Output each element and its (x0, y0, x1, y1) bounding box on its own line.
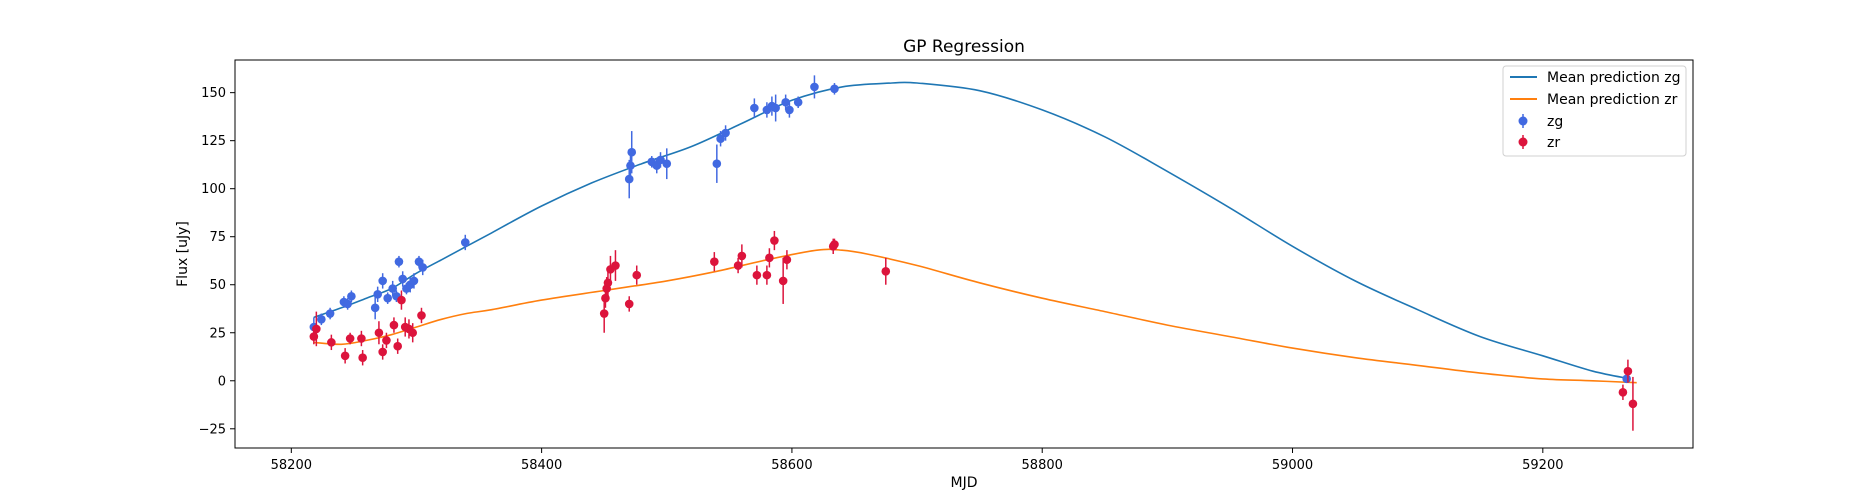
zg-point (627, 147, 637, 157)
zg-point (781, 97, 790, 107)
zg-point (460, 238, 470, 247)
plot-frame (234, 59, 1694, 449)
zr-point (782, 255, 792, 265)
x-tick-label: 58200 (271, 458, 312, 473)
y-axis: −25 0 25 50 75 100 125 150 (199, 86, 235, 437)
zg-point (716, 134, 725, 144)
zr-point (770, 236, 779, 245)
zr-point (408, 328, 418, 338)
zg-point (830, 84, 839, 94)
zg-point (383, 293, 392, 303)
zr-point (345, 334, 355, 343)
zr-point (632, 270, 642, 280)
chart-title: GP Regression (903, 37, 1025, 57)
y-tick-label: 75 (209, 230, 226, 245)
zg-point (347, 291, 356, 301)
y-tick-label: 50 (209, 278, 226, 293)
zg-point (656, 155, 665, 165)
legend-swatch-zr-marker (1518, 137, 1528, 147)
x-tick-label: 59000 (1272, 458, 1313, 473)
zg-point (624, 174, 634, 184)
mean-prediction-zr-line (313, 248, 1637, 384)
x-tick-label: 58800 (1022, 458, 1063, 473)
zg-point (378, 276, 387, 286)
zr-point (378, 347, 387, 357)
zg-point (317, 315, 326, 324)
zg-point (373, 290, 382, 299)
x-tick-label: 59200 (1522, 458, 1563, 473)
legend-label-zg-line: Mean prediction zg (1547, 70, 1681, 86)
y-axis-label: Flux [uJy] (175, 221, 191, 287)
legend-label-zr-line: Mean prediction zr (1547, 92, 1678, 108)
zg-point (750, 103, 759, 113)
y-tick-label: 25 (209, 326, 226, 341)
zg-point (325, 309, 335, 318)
zr-point (393, 341, 402, 351)
y-tick-label: 150 (201, 86, 226, 101)
legend-swatch-zg-marker (1518, 116, 1528, 126)
y-tick-label: 0 (218, 374, 226, 389)
zg-point (721, 128, 730, 138)
zg-point (662, 159, 672, 169)
zr-point (752, 270, 762, 280)
legend: Mean prediction zg Mean prediction zr zg… (1502, 65, 1687, 157)
zg-point (398, 274, 408, 284)
x-axis: 58200 58400 58600 58800 59000 59200 (271, 448, 1563, 473)
zg-point (418, 263, 428, 272)
y-tick-label: 125 (201, 134, 226, 149)
zr-point (382, 336, 391, 345)
zr-point (624, 299, 634, 309)
zr-point (599, 309, 609, 318)
y-tick-label: −25 (199, 422, 226, 437)
zr-point (358, 353, 367, 363)
zg-point (626, 161, 635, 170)
zr-point (611, 261, 620, 270)
zr-point (762, 270, 772, 280)
zr-point (397, 295, 406, 305)
zr-point (830, 240, 839, 249)
zg-point (771, 103, 780, 113)
zr-point (765, 253, 774, 263)
zr-point (881, 266, 891, 276)
zr-point (1623, 366, 1633, 376)
zr-point (389, 320, 399, 330)
legend-label-zg: zg (1547, 114, 1563, 130)
zg-point (1622, 374, 1631, 384)
series-layer (309, 75, 1638, 431)
zr-point (1628, 399, 1638, 409)
zg-point (394, 257, 404, 266)
zr-point (312, 324, 321, 334)
legend-box (1502, 65, 1687, 157)
zg-point (370, 303, 380, 313)
zr-point (737, 251, 747, 261)
zr-point (340, 351, 350, 361)
zr-point (357, 334, 366, 343)
mean-prediction-zg-line (313, 81, 1631, 380)
legend-label-zr: zr (1547, 135, 1560, 151)
zr-point (778, 276, 788, 286)
zg-point (343, 299, 352, 309)
zr-point (710, 257, 719, 266)
x-tick-label: 58600 (771, 458, 812, 473)
zr-point (1618, 387, 1628, 397)
zg-point (785, 105, 794, 115)
x-tick-label: 58400 (521, 458, 562, 473)
zg-point (810, 82, 819, 92)
y-tick-label: 100 (201, 182, 226, 197)
zg-point (712, 159, 722, 169)
zg-point (388, 284, 397, 293)
zg-point (409, 276, 419, 286)
zg-point (793, 97, 803, 107)
zr-point (733, 261, 743, 270)
x-axis-label: MJD (951, 475, 978, 491)
zr-point (374, 328, 384, 338)
zr-point (417, 311, 426, 320)
zr-point (327, 338, 336, 347)
